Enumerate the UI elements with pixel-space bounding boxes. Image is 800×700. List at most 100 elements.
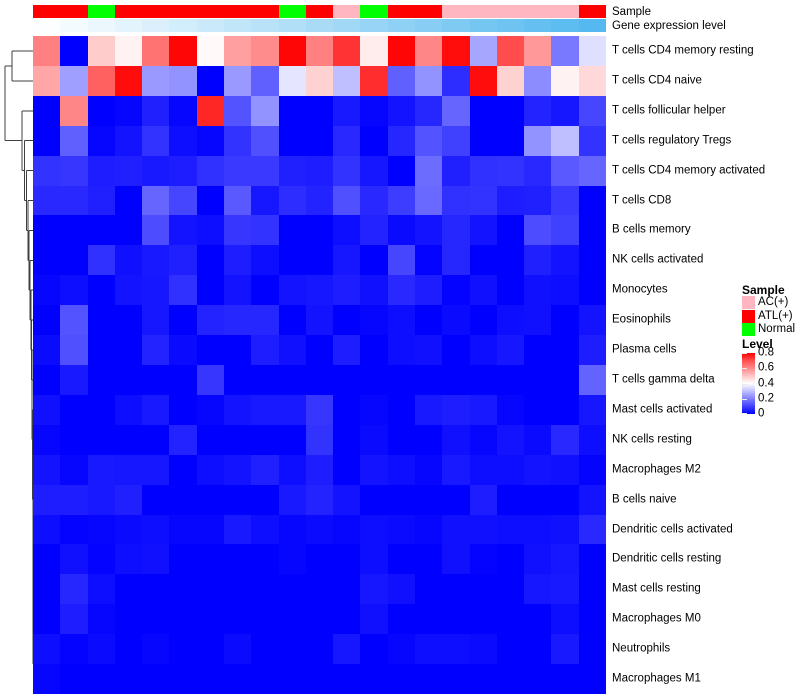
heatmap-cell — [33, 335, 61, 365]
heatmap-cell — [169, 185, 197, 216]
heatmap-cell — [87, 514, 115, 545]
gene-expression-cell — [196, 19, 224, 32]
heatmap-cell — [224, 125, 252, 156]
heatmap-cell — [360, 514, 388, 545]
heatmap-cell — [33, 364, 61, 395]
legend-swatch — [742, 309, 755, 323]
heatmap-cell — [360, 454, 388, 485]
heatmap-cell — [333, 185, 361, 216]
heatmap-cell — [387, 185, 415, 216]
heatmap-cell — [305, 364, 334, 395]
heatmap-cell — [305, 305, 334, 336]
heatmap-cell — [87, 215, 115, 246]
heatmap-cell — [278, 634, 306, 665]
heatmap-cell — [496, 95, 525, 126]
heatmap-cell — [524, 514, 552, 545]
heatmap-cell — [469, 335, 497, 365]
heatmap-cell — [469, 574, 497, 605]
heatmap-cell — [60, 664, 88, 694]
heatmap-cell — [496, 305, 525, 336]
heatmap-cell — [578, 215, 606, 246]
level-tick-label: 0 — [758, 407, 765, 420]
heatmap-cell — [169, 245, 197, 276]
heatmap-cell — [251, 634, 279, 665]
gene-expression-cell — [223, 19, 252, 32]
heatmap-cell — [305, 574, 334, 605]
heatmap-cell — [142, 544, 170, 575]
gene-expression-cell — [442, 19, 470, 32]
heatmap-cell — [251, 125, 279, 156]
heatmap-cell — [442, 394, 470, 425]
heatmap-cell — [305, 125, 334, 156]
sample-annotation-cell — [578, 5, 606, 18]
heatmap-cell — [196, 364, 224, 395]
heatmap-cell — [551, 185, 579, 216]
heatmap-cell — [60, 155, 88, 186]
heatmap-cell — [142, 574, 170, 605]
heatmap-cell — [415, 574, 443, 605]
heatmap-cell — [333, 155, 361, 186]
heatmap-cell — [442, 544, 470, 575]
heatmap-cell — [360, 305, 388, 336]
heatmap-cell — [142, 514, 170, 545]
heatmap-cell — [278, 185, 306, 216]
sample-annotation-cell — [442, 5, 470, 18]
gene-expression-cell — [87, 19, 115, 32]
sample-annotation-cell — [414, 5, 443, 18]
heatmap-cell — [251, 155, 279, 186]
heatmap-cell — [387, 305, 415, 336]
heatmap-cell — [387, 664, 415, 694]
heatmap-cell — [387, 245, 415, 276]
heatmap-cell — [224, 335, 252, 365]
heatmap-cell — [442, 484, 470, 515]
heatmap-cell — [224, 36, 252, 66]
heatmap-cell — [442, 634, 470, 665]
heatmap-cell — [333, 125, 361, 156]
heatmap-cell — [87, 65, 115, 96]
heatmap-cell — [333, 514, 361, 545]
gene-expression-cell — [169, 19, 197, 32]
heatmap-cell — [305, 36, 334, 66]
heatmap-cell — [142, 364, 170, 395]
heatmap-cell — [333, 245, 361, 276]
heatmap-cell — [87, 454, 115, 485]
heatmap-cell — [114, 275, 143, 306]
heatmap-cell — [442, 95, 470, 126]
heatmap-cell — [524, 364, 552, 395]
heatmap-cell — [196, 125, 224, 156]
heatmap-cell — [33, 664, 61, 694]
heatmap-cell — [469, 484, 497, 515]
heatmap-cell — [578, 364, 606, 395]
heatmap-cell — [415, 364, 443, 395]
heatmap-cell — [496, 364, 525, 395]
heatmap-cell — [469, 664, 497, 694]
row-label: T cells follicular helper — [612, 104, 726, 117]
heatmap-cell — [578, 125, 606, 156]
heatmap-cell — [251, 664, 279, 694]
heatmap-cell — [442, 36, 470, 66]
heatmap-cell — [551, 305, 579, 336]
heatmap-cell — [87, 634, 115, 665]
level-tick-mark — [742, 383, 747, 385]
heatmap-cell — [496, 454, 525, 485]
heatmap-cell — [60, 454, 88, 485]
heatmap-cell — [551, 335, 579, 365]
heatmap-cell — [415, 484, 443, 515]
heatmap-cell — [169, 664, 197, 694]
level-legend-title: Level — [742, 337, 773, 351]
heatmap-cell — [333, 484, 361, 515]
heatmap-cell — [224, 65, 252, 96]
heatmap-cell — [305, 514, 334, 545]
legend-item-normal: Normal — [742, 323, 795, 337]
heatmap-cell — [415, 245, 443, 276]
heatmap-cell — [169, 215, 197, 246]
heatmap-cell — [415, 215, 443, 246]
heatmap-cell — [333, 275, 361, 306]
heatmap-cell — [496, 664, 525, 694]
heatmap-cell — [60, 36, 88, 66]
heatmap-cell — [524, 185, 552, 216]
heatmap-cell — [251, 484, 279, 515]
row-label: Monocytes — [612, 283, 668, 296]
heatmap-cell — [305, 604, 334, 635]
heatmap-cell — [333, 364, 361, 395]
